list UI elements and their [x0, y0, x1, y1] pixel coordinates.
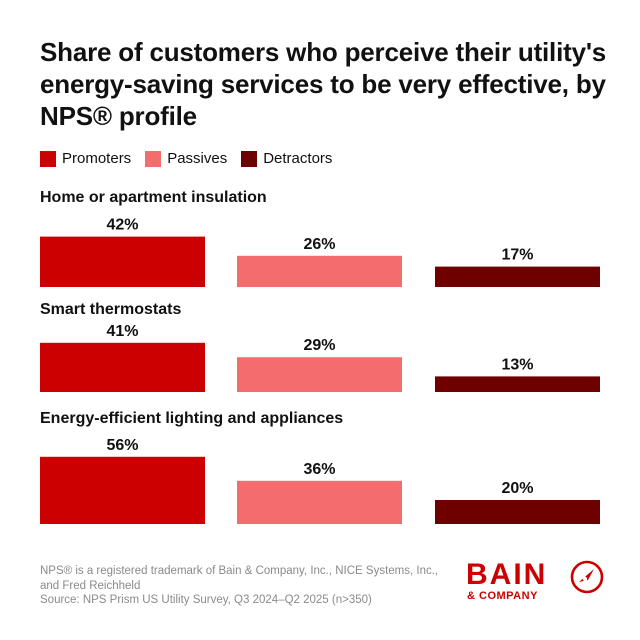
logo-wordmark: BAIN	[466, 558, 548, 591]
bar-smart-thermostats-detractors	[435, 376, 600, 392]
value-label-smart-thermostats-detractors: 13%	[501, 356, 533, 373]
footnote-source: Source: NPS Prism US Utility Survey, Q3 …	[40, 594, 372, 606]
bar-home-or-apartment-insulation-promoters	[40, 236, 205, 287]
bar-home-or-apartment-insulation-passives	[237, 255, 402, 287]
bar-chart: Home or apartment insulation 42% 26% 17% Sma…	[40, 189, 600, 524]
group-title-energy-efficient-lighting-and-appliances: Energy-efficient lighting and appliances	[40, 410, 343, 427]
value-label-home-or-apartment-insulation-promoters: 42%	[106, 217, 138, 234]
value-label-energy-efficient-lighting-and-appliances-passives: 36%	[303, 461, 335, 478]
logo-subtitle: & COMPANY	[467, 590, 538, 602]
legend-swatch-passives	[145, 150, 162, 167]
legend-item-detractors: Detractors	[241, 150, 332, 167]
bain-compass-icon	[570, 560, 604, 594]
bar-energy-efficient-lighting-and-appliances-detractors	[435, 500, 600, 524]
footnote-trademark: NPS® is a registered trademark of Bain &…	[40, 565, 439, 592]
chart-title: Share of customers who perceive their ut…	[40, 37, 607, 131]
value-label-energy-efficient-lighting-and-appliances-detractors: 20%	[501, 480, 533, 497]
bar-smart-thermostats-passives	[237, 357, 402, 392]
legend-label-promoters: Promoters	[62, 150, 132, 167]
legend-item-promoters: Promoters	[40, 150, 131, 167]
group-title-smart-thermostats: Smart thermostats	[40, 301, 181, 318]
value-label-smart-thermostats-passives: 29%	[303, 337, 335, 354]
value-label-energy-efficient-lighting-and-appliances-promoters: 56%	[106, 437, 138, 454]
legend-swatch-detractors	[241, 150, 258, 167]
legend-item-passives: Passives	[145, 150, 227, 167]
bar-home-or-apartment-insulation-detractors	[435, 266, 600, 287]
bar-energy-efficient-lighting-and-appliances-passives	[237, 480, 402, 524]
legend-label-passives: Passives	[167, 150, 228, 167]
bar-smart-thermostats-promoters	[40, 342, 205, 392]
legend-swatch-promoters	[40, 150, 56, 167]
bar-energy-efficient-lighting-and-appliances-promoters	[40, 456, 205, 524]
footnote: NPS® is a registered trademark of Bain &…	[40, 564, 440, 608]
legend: Promoters Passives Detractors	[40, 150, 332, 167]
value-label-home-or-apartment-insulation-detractors: 17%	[501, 247, 533, 264]
bain-logo: BAIN & COMPANY	[466, 560, 606, 606]
legend-label-detractors: Detractors	[263, 150, 333, 167]
group-title-home-or-apartment-insulation: Home or apartment insulation	[40, 189, 267, 206]
value-label-home-or-apartment-insulation-passives: 26%	[303, 236, 335, 253]
value-label-smart-thermostats-promoters: 41%	[106, 323, 138, 340]
